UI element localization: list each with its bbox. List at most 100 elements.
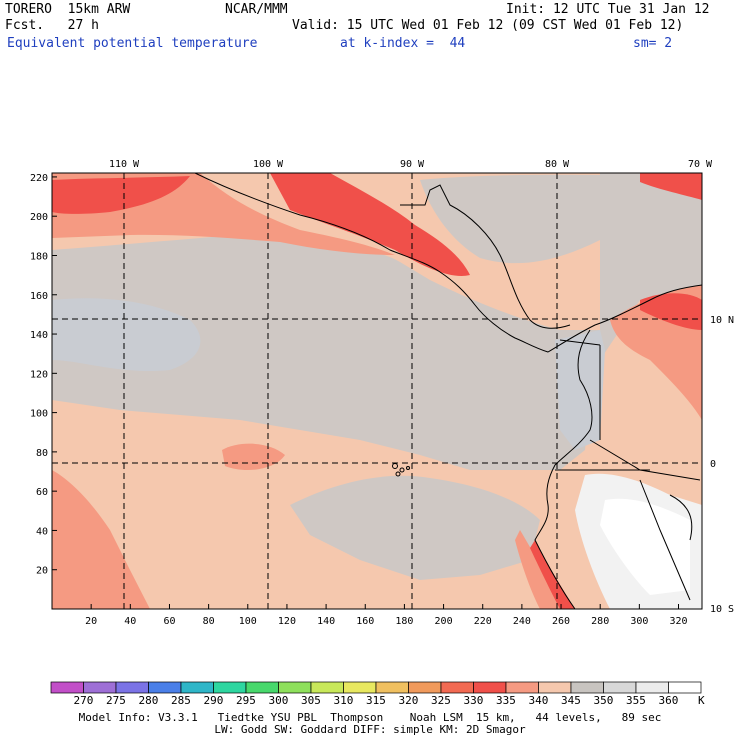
colorbar-swatch bbox=[148, 681, 182, 694]
colorbar-swatch bbox=[278, 681, 312, 694]
lon-label-100w: 100 W bbox=[253, 159, 284, 170]
colorbar-swatch bbox=[50, 681, 84, 694]
colorbar-label: 290 bbox=[203, 694, 224, 707]
y-tick-label: 200 bbox=[30, 212, 48, 223]
smoothing-info: sm= 2 bbox=[633, 36, 673, 51]
lat-label-10s: 10 S bbox=[710, 604, 734, 615]
forecast-hour: Fcst. 27 h bbox=[5, 18, 99, 33]
colorbar-label: 360 bbox=[658, 694, 679, 707]
field-gray-region bbox=[290, 475, 540, 580]
y-tick-label: 140 bbox=[30, 330, 48, 341]
colorbar-swatch bbox=[408, 681, 442, 694]
y-tick-label: 100 bbox=[30, 409, 48, 420]
lon-label-90w: 90 W bbox=[400, 159, 425, 170]
lat-label-10n: 10 N bbox=[710, 315, 734, 326]
level-info: at k-index = 44 bbox=[340, 36, 466, 51]
x-tick-label: 180 bbox=[395, 616, 413, 627]
colorbar-label: 325 bbox=[431, 694, 451, 707]
colorbar-label: 350 bbox=[593, 694, 614, 707]
field-shading bbox=[52, 173, 702, 609]
x-tick-label: 200 bbox=[435, 616, 453, 627]
colorbar-label: 315 bbox=[366, 694, 386, 707]
colorbar bbox=[50, 681, 702, 694]
colorbar-swatch bbox=[180, 681, 214, 694]
colorbar-swatch bbox=[375, 681, 409, 694]
field-pink-region bbox=[515, 530, 575, 609]
country-borders bbox=[555, 339, 701, 601]
y-tick-label: 40 bbox=[36, 526, 48, 537]
x-tick-label: 220 bbox=[474, 616, 492, 627]
field-pink-region bbox=[52, 470, 150, 609]
colorbar-label: 345 bbox=[561, 694, 581, 707]
field-white-region bbox=[600, 498, 690, 595]
colorbar-label: 270 bbox=[73, 694, 94, 707]
y-tick-label: 120 bbox=[30, 369, 48, 380]
lat-label-equator: 0 bbox=[710, 459, 716, 470]
colorbar-label: 295 bbox=[236, 694, 256, 707]
x-tick-label: 100 bbox=[239, 616, 257, 627]
colorbar-swatch bbox=[668, 681, 702, 694]
field-red-region bbox=[640, 293, 702, 330]
colorbar-label: 335 bbox=[496, 694, 516, 707]
x-tick-label: 240 bbox=[513, 616, 531, 627]
model-info-line1: Model Info: V3.3.1 Tiedtke YSU PBL Thomp… bbox=[78, 711, 662, 724]
coastlines bbox=[194, 173, 702, 609]
colorbar-swatch bbox=[115, 681, 149, 694]
model-title: TORERO 15km ARW bbox=[5, 2, 131, 17]
valid-time: Valid: 15 UTC Wed 01 Feb 12 (09 CST Wed … bbox=[292, 18, 684, 33]
island bbox=[395, 471, 401, 477]
x-tick-label: 320 bbox=[669, 616, 687, 627]
field-gray-region bbox=[420, 174, 600, 264]
coastline-caribbean bbox=[400, 184, 571, 329]
colorbar-label: 355 bbox=[626, 694, 646, 707]
colorbar-swatch bbox=[570, 681, 604, 694]
field-lightgray-region bbox=[52, 298, 201, 372]
colorbar-swatch bbox=[473, 681, 507, 694]
colorbar-swatch bbox=[538, 681, 572, 694]
lon-label-80w: 80 W bbox=[545, 159, 570, 170]
coastline-mexico-central-america bbox=[194, 173, 702, 353]
init-time: Init: 12 UTC Tue 31 Jan 12 bbox=[506, 2, 710, 17]
x-tick-label: 160 bbox=[356, 616, 374, 627]
y-tick-label: 220 bbox=[30, 173, 48, 184]
field-red-region bbox=[270, 173, 470, 276]
colorbar-swatch bbox=[603, 681, 637, 694]
axis-ticks bbox=[52, 176, 680, 609]
y-tick-label: 160 bbox=[30, 291, 48, 302]
x-tick-label: 260 bbox=[552, 616, 570, 627]
island bbox=[406, 466, 410, 470]
colorbar-unit: K bbox=[698, 694, 705, 707]
colorbar-label: 340 bbox=[528, 694, 549, 707]
colorbar-swatch bbox=[310, 681, 344, 694]
map-frame bbox=[51, 172, 703, 610]
x-tick-label: 60 bbox=[163, 616, 175, 627]
x-tick-label: 300 bbox=[630, 616, 648, 627]
lon-label-110w: 110 W bbox=[109, 159, 140, 170]
field-lightgray-region bbox=[555, 330, 605, 450]
colorbar-swatch bbox=[213, 681, 247, 694]
x-tick-label: 40 bbox=[124, 616, 136, 627]
colorbar-swatch bbox=[440, 681, 474, 694]
x-tick-label: 120 bbox=[278, 616, 296, 627]
colorbar-swatch bbox=[83, 681, 117, 694]
y-tick-label: 60 bbox=[36, 487, 48, 498]
field-red-region bbox=[52, 176, 190, 214]
field-gray-region bbox=[52, 173, 702, 470]
colorbar-swatch bbox=[505, 681, 539, 694]
y-tick-label: 20 bbox=[36, 566, 48, 577]
lat-lon-grid bbox=[52, 173, 702, 609]
colorbar-swatch bbox=[343, 681, 377, 694]
colorbar-swatch bbox=[635, 681, 669, 694]
colorbar-label: 310 bbox=[333, 694, 354, 707]
x-tick-label: 80 bbox=[203, 616, 215, 627]
field-name: Equivalent potential temperature bbox=[7, 36, 258, 51]
x-tick-label: 280 bbox=[591, 616, 609, 627]
colorbar-label: 280 bbox=[138, 694, 159, 707]
center-name: NCAR/MMM bbox=[225, 2, 288, 17]
lon-label-70w: 70 W bbox=[688, 159, 713, 170]
x-tick-label: 20 bbox=[85, 616, 97, 627]
colorbar-label: 285 bbox=[171, 694, 191, 707]
colorbar-label: 275 bbox=[106, 694, 126, 707]
x-tick-label: 140 bbox=[317, 616, 335, 627]
